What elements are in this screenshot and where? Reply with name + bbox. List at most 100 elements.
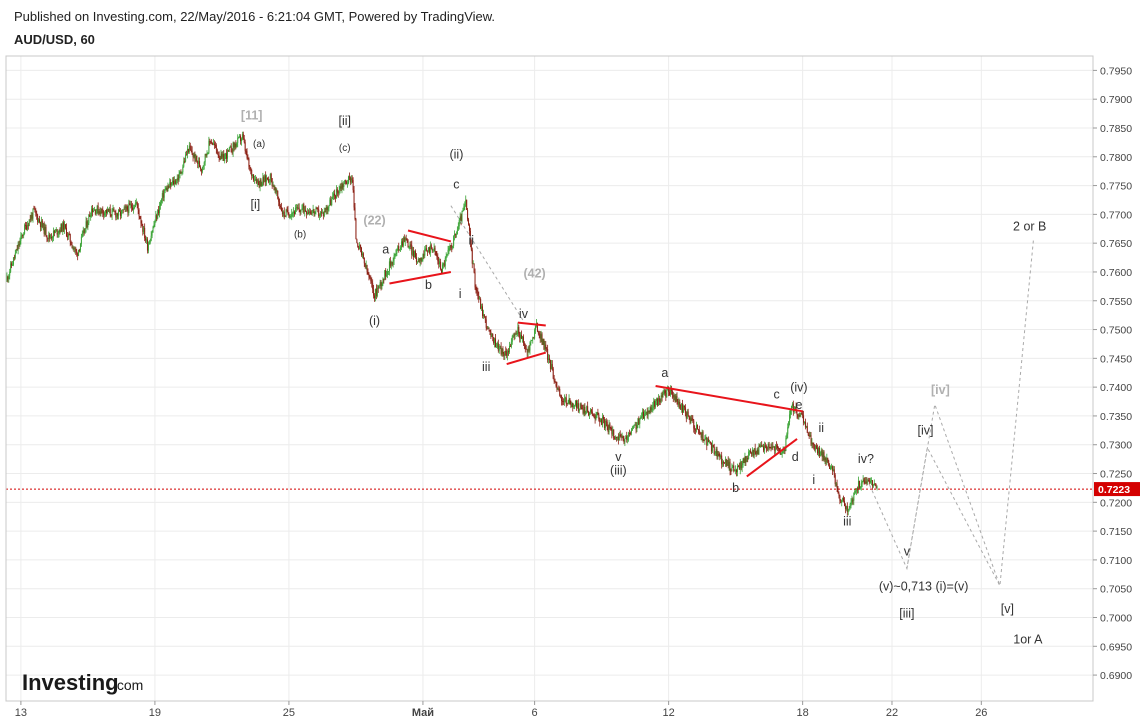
candle-body	[54, 230, 56, 233]
y-tick-label: 0.7200	[1100, 497, 1132, 509]
candle-body	[642, 411, 644, 419]
candle-body	[713, 446, 715, 454]
candle-body	[164, 189, 166, 191]
trendline	[517, 321, 546, 327]
candle-body	[496, 343, 498, 348]
candle-body	[10, 263, 12, 272]
candle-body	[516, 333, 518, 335]
candle-body	[159, 205, 161, 214]
candle-body	[296, 207, 298, 209]
candle-body	[448, 248, 450, 250]
candle-body	[309, 211, 311, 214]
candle-body	[213, 143, 215, 145]
candle-body	[733, 465, 735, 472]
wave-label: ii	[818, 421, 824, 435]
candle-body	[130, 204, 132, 206]
candle-body	[375, 288, 377, 296]
candle-body	[20, 235, 22, 241]
candle-body	[859, 487, 861, 489]
candle-body	[668, 386, 670, 392]
candle-body	[666, 390, 668, 398]
candle-body	[290, 216, 292, 217]
candle-body	[717, 454, 719, 457]
candle-body	[440, 261, 442, 270]
candle-body	[544, 344, 546, 350]
candle-body	[512, 335, 514, 337]
candle-body	[161, 193, 163, 200]
candle-body	[185, 154, 187, 162]
candle-body	[388, 261, 390, 272]
candle-body	[50, 237, 52, 238]
candle-body	[816, 445, 818, 449]
candle-body	[227, 149, 229, 151]
candle-body	[682, 403, 684, 413]
candle-body	[504, 351, 506, 356]
candle-body	[97, 205, 99, 214]
candle-body	[146, 239, 148, 251]
candle-body	[146, 239, 148, 241]
candle-body	[128, 203, 130, 213]
candle-body	[213, 143, 215, 145]
x-tick-label: 19	[149, 707, 161, 719]
candle-body	[570, 404, 572, 407]
candle-body	[665, 392, 667, 398]
candle-body	[871, 480, 873, 482]
candle-body	[386, 274, 388, 277]
candle-body	[226, 149, 228, 159]
candle-body	[844, 500, 846, 506]
candle-body	[359, 244, 361, 250]
candle-body	[438, 261, 440, 265]
candle-body	[301, 208, 303, 210]
candle-body	[492, 333, 494, 338]
candle-body	[714, 452, 716, 454]
candle-body	[355, 218, 357, 240]
candle-body	[488, 327, 490, 331]
candle-body	[189, 145, 191, 150]
candle-body	[258, 181, 260, 187]
candle-body	[38, 219, 40, 222]
candle-body	[188, 145, 190, 152]
candle-body	[678, 401, 680, 405]
candle-body	[284, 215, 286, 217]
candle-body	[140, 218, 142, 224]
candle-body	[429, 245, 431, 253]
candle-body	[223, 154, 225, 161]
candle-body	[600, 419, 602, 423]
candle-body	[756, 449, 758, 454]
candle-body	[475, 287, 477, 291]
candle-body	[716, 448, 718, 457]
candle-body	[345, 180, 347, 182]
y-tick-label: 0.7500	[1100, 325, 1132, 337]
candle-body	[279, 201, 281, 206]
candle-body	[547, 349, 549, 360]
candle-body	[22, 235, 24, 237]
candle-body	[757, 449, 759, 455]
candle-body	[401, 241, 403, 246]
candle-body	[336, 189, 338, 192]
candle-body	[559, 388, 561, 396]
candle-body	[387, 271, 389, 272]
candle-body	[123, 207, 125, 210]
candle-body	[423, 254, 425, 256]
candle-body	[602, 416, 604, 420]
candle-body	[505, 351, 507, 352]
candle-body	[686, 411, 688, 419]
x-tick-label: 26	[975, 707, 987, 719]
candle-body	[630, 430, 632, 434]
logo-brand: Investing	[22, 670, 119, 695]
wave-label: c	[773, 388, 779, 402]
candle-body	[481, 306, 483, 316]
candle-body	[369, 277, 371, 279]
candle-body	[91, 208, 93, 217]
wave-label: (22)	[363, 214, 385, 228]
candle-body	[337, 191, 339, 194]
candle-body	[480, 298, 482, 309]
candle-body	[198, 161, 200, 164]
candle-body	[498, 346, 500, 351]
candle-body	[658, 398, 660, 402]
candle-body	[133, 206, 135, 208]
candle-body	[277, 191, 279, 199]
candle-body	[333, 193, 335, 197]
candle-body	[826, 458, 828, 463]
candle-body	[264, 175, 266, 182]
